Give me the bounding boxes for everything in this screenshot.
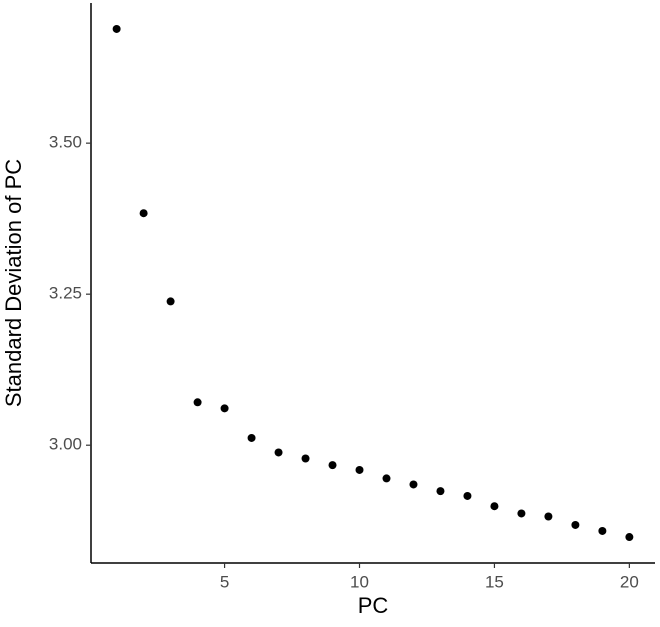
point (625, 533, 634, 542)
x-tick-label: 15 (485, 572, 504, 591)
point (571, 520, 580, 529)
point (463, 491, 472, 500)
y-tick-label: 3.25 (49, 284, 82, 303)
point (247, 433, 256, 442)
y-tick-label: 3.50 (49, 133, 82, 152)
y-tick-label: 3.00 (49, 435, 82, 454)
point (166, 297, 175, 306)
point (598, 526, 607, 535)
point (193, 398, 202, 407)
point (409, 480, 418, 489)
x-axis-title: PC (358, 593, 389, 618)
point (490, 502, 499, 511)
point (517, 509, 526, 518)
point (328, 461, 337, 470)
point (112, 24, 121, 33)
point (220, 404, 229, 413)
point (301, 454, 310, 463)
point (436, 487, 445, 496)
x-tick-label: 10 (350, 572, 369, 591)
x-tick-label: 20 (620, 572, 639, 591)
point (139, 209, 148, 218)
y-axis-title: Standard Deviation of PC (1, 159, 26, 407)
point (382, 474, 391, 483)
point (544, 512, 553, 521)
x-tick-label: 5 (220, 572, 229, 591)
point (355, 465, 364, 474)
point (274, 448, 283, 457)
